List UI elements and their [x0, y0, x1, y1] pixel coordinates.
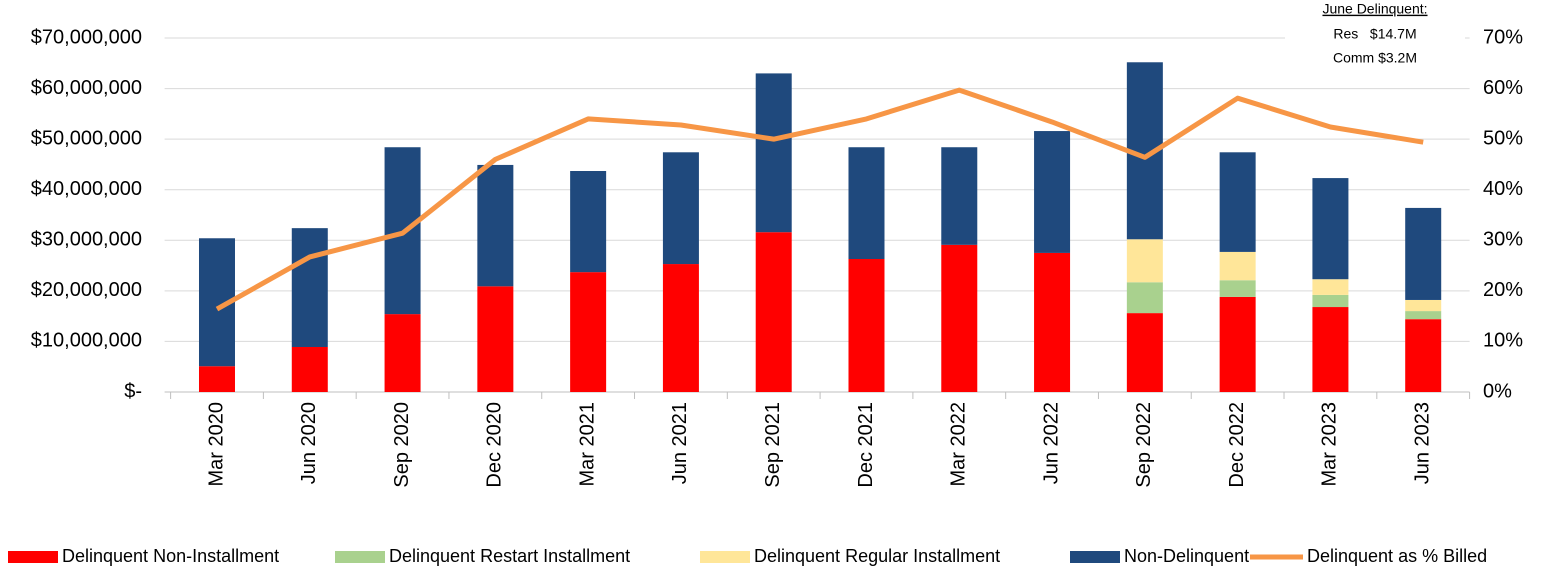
y-tick-label: $50,000,000: [31, 127, 142, 149]
bar-segment: [477, 164, 514, 287]
y2-tick-label: 50%: [1483, 127, 1523, 149]
bar-segment: [1126, 282, 1163, 314]
x-tick-label: Dec 2021: [855, 402, 877, 488]
bar-segment: [570, 171, 607, 273]
bar-segment: [1034, 252, 1071, 392]
bar-segment: [1405, 207, 1442, 300]
bar-segment: [1312, 279, 1349, 295]
bar-segment: [1405, 311, 1442, 320]
bar-segment: [1219, 251, 1256, 281]
x-tick-label: Jun 2022: [1040, 402, 1062, 484]
annotation: Comm $3.2M: [1333, 50, 1417, 66]
annotation: June Delinquent:: [1322, 1, 1427, 17]
x-tick-label: Mar 2021: [576, 402, 598, 487]
bar-segment: [1405, 319, 1442, 392]
bar-segment: [1312, 307, 1349, 392]
bar-segment: [1312, 178, 1349, 280]
y-tick-label: $40,000,000: [31, 178, 142, 200]
legend-label: Delinquent Regular Installment: [754, 546, 1000, 566]
y-tick-label: $60,000,000: [31, 77, 142, 99]
bar-segment: [477, 286, 514, 392]
x-tick-label: Sep 2021: [762, 402, 784, 488]
legend-swatch: [700, 551, 750, 563]
y2-tick-label: 60%: [1483, 77, 1523, 99]
bar-segment: [941, 244, 978, 392]
legend-label: Delinquent Non-Installment: [62, 546, 279, 566]
line-series: [215, 87, 1424, 312]
bar-segment: [755, 73, 792, 233]
y2-tick-label: 70%: [1483, 26, 1523, 48]
annotation-box: [1285, 0, 1465, 74]
x-tick-label: Sep 2020: [391, 402, 413, 488]
bar-segment: [1126, 313, 1163, 392]
bar-segment: [1126, 239, 1163, 283]
bar-segment: [941, 147, 978, 245]
bar-segment: [848, 147, 885, 259]
x-tick-label: Jun 2021: [669, 402, 691, 484]
bar-segment: [848, 258, 885, 392]
x-tick-label: Sep 2022: [1133, 402, 1155, 488]
legend-label: Delinquent Restart Installment: [389, 546, 630, 566]
y2-tick-label: 30%: [1483, 229, 1523, 251]
legend-swatch: [1070, 551, 1120, 563]
bar-segment: [1219, 280, 1256, 297]
bar-segment: [1405, 299, 1442, 312]
bar-segment: [662, 264, 699, 392]
legend-swatch: [335, 551, 385, 563]
y-tick-label: $70,000,000: [31, 26, 142, 48]
bar-segment: [1219, 296, 1256, 392]
bar-segment: [1034, 131, 1071, 253]
x-tick-label: Mar 2020: [205, 402, 227, 487]
bar-segment: [755, 232, 792, 392]
bar-segment: [198, 366, 235, 392]
bar-segment: [291, 346, 328, 392]
x-tick-label: Dec 2022: [1226, 402, 1248, 488]
bar-segment: [662, 152, 699, 265]
bar-segment: [291, 228, 328, 347]
legend-swatch: [8, 551, 58, 563]
x-tick-label: Mar 2023: [1319, 402, 1341, 487]
y-tick-label: $20,000,000: [31, 279, 142, 301]
x-tick-label: Jun 2020: [298, 402, 320, 484]
bar-segment: [384, 314, 421, 392]
y2-tick-label: 10%: [1483, 330, 1523, 352]
legend-label: Delinquent as % Billed: [1307, 546, 1487, 566]
y2-tick-label: 20%: [1483, 279, 1523, 301]
x-tick-label: Jun 2023: [1411, 402, 1433, 484]
x-tick-label: Mar 2022: [948, 402, 970, 487]
bar-segment: [1219, 152, 1256, 252]
x-tick-label: Dec 2020: [484, 402, 506, 488]
legend-label: Non-Delinquent: [1124, 546, 1249, 566]
bar-segment: [570, 272, 607, 392]
annotation: Res $14.7M: [1333, 26, 1416, 42]
y-tick-label: $10,000,000: [31, 330, 142, 352]
y-tick-label: $30,000,000: [31, 229, 142, 251]
y-tick-label: $-: [124, 380, 142, 402]
bar-segment: [1312, 294, 1349, 308]
y2-tick-label: 0%: [1483, 380, 1512, 402]
y2-tick-label: 40%: [1483, 178, 1523, 200]
